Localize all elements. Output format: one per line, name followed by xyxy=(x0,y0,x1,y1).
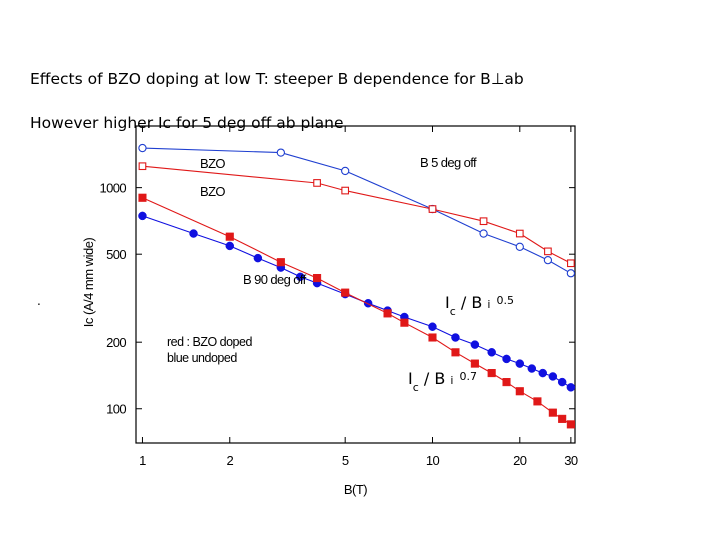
data-point xyxy=(451,348,460,357)
annotation-b90-deg-off: B 90 deg off xyxy=(243,272,307,287)
data-point xyxy=(567,259,575,268)
y-axis-title: Ic (A/4 mm wide) xyxy=(81,238,96,328)
data-point xyxy=(428,322,437,331)
data-point xyxy=(470,340,480,349)
data-point xyxy=(515,387,524,396)
formula-lower-sub: c xyxy=(413,381,419,394)
annotation-bzo-mid: BZO xyxy=(200,184,225,199)
series-line xyxy=(142,197,572,425)
data-point xyxy=(566,420,575,429)
data-point xyxy=(341,186,350,195)
data-point xyxy=(543,255,553,265)
data-point xyxy=(548,408,557,417)
data-point xyxy=(296,272,305,282)
data-point xyxy=(138,211,147,221)
data-point xyxy=(544,247,552,256)
formula-lower: Ic / B i 0.7 xyxy=(408,369,477,394)
data-point xyxy=(225,241,235,251)
plot-frame-group xyxy=(135,125,576,444)
data-point xyxy=(487,348,496,357)
formula-upper-exp: 0.5 xyxy=(496,294,514,307)
y-tick-label: 100 xyxy=(106,402,126,417)
data-point xyxy=(451,333,460,342)
formula-upper-sub: c xyxy=(450,305,456,318)
data-point xyxy=(487,369,496,378)
data-point xyxy=(548,372,558,381)
data-point xyxy=(515,229,524,238)
data-point xyxy=(363,299,373,308)
data-point xyxy=(557,377,567,387)
formula-upper: Ic / B i 0.5 xyxy=(445,293,514,318)
formula-lower-main: I xyxy=(408,369,413,388)
data-point xyxy=(383,309,392,318)
legend-line-blue: blue undoped xyxy=(167,351,237,365)
x-tick-label: 30 xyxy=(564,453,578,468)
series-1 xyxy=(138,162,575,268)
data-point xyxy=(566,269,576,278)
x-axis-title: B(T) xyxy=(344,482,367,497)
annotation-bzo-top: BZO xyxy=(200,156,225,171)
plot-frame xyxy=(135,125,576,444)
data-point xyxy=(527,364,537,373)
tick-group: 1 2 5 10 20 30 100 200 500 1000 B(T) Ic (A/4 mm wid… xyxy=(81,126,578,497)
data-point xyxy=(138,143,147,153)
y-tick-label: 200 xyxy=(106,335,126,350)
data-point xyxy=(313,179,321,187)
title-line-1: Effects of BZO doping at low T: steeper … xyxy=(30,70,524,88)
data-point xyxy=(428,333,437,342)
data-point xyxy=(138,162,147,171)
data-point xyxy=(189,229,198,238)
data-point xyxy=(276,258,285,267)
data-point xyxy=(479,229,488,238)
x-tick-label: 2 xyxy=(226,453,233,468)
title-line-2: However higher Ic for 5 deg off ab plane xyxy=(30,114,344,132)
data-point xyxy=(533,397,542,406)
series-line xyxy=(142,165,572,264)
data-point xyxy=(276,148,285,157)
data-point xyxy=(225,232,234,241)
series-2 xyxy=(138,211,576,392)
data-point xyxy=(558,414,567,423)
formula-lower-exp: 0.7 xyxy=(459,370,477,383)
legend-line-red: red : BZO doped xyxy=(167,335,252,349)
annotation-b5-deg-off: B 5 deg off xyxy=(420,155,477,170)
formula-upper-approx: i xyxy=(487,298,490,311)
series-line xyxy=(142,215,572,388)
data-point xyxy=(400,318,409,327)
data-point xyxy=(515,242,524,251)
data-point xyxy=(253,253,263,263)
x-tick-label: 5 xyxy=(342,453,349,468)
data-point xyxy=(313,274,322,283)
formula-lower-approx: i xyxy=(450,374,453,387)
x-tick-label: 20 xyxy=(513,453,527,468)
data-point xyxy=(538,368,548,378)
y-tick-label: 500 xyxy=(106,247,126,262)
series-group xyxy=(138,143,576,429)
annotation-group: BZO BZO B 5 deg off B 90 deg off red : B… xyxy=(167,155,514,394)
data-point xyxy=(341,288,350,297)
data-point xyxy=(502,378,511,387)
series-line xyxy=(142,147,572,274)
y-tick-label: 1000 xyxy=(99,181,126,196)
x-tick-label: 1 xyxy=(139,453,146,468)
formula-upper-rest: / B xyxy=(456,293,488,312)
data-point xyxy=(470,359,479,368)
data-point xyxy=(138,193,147,202)
stray-mark: . xyxy=(37,294,41,308)
data-point xyxy=(341,166,350,176)
data-point xyxy=(566,383,576,392)
data-point xyxy=(479,217,488,226)
series-3 xyxy=(138,193,575,429)
data-point xyxy=(428,205,437,213)
formula-upper-main: I xyxy=(445,293,450,312)
x-tick-label: 10 xyxy=(426,453,440,468)
data-point xyxy=(502,354,511,364)
data-point xyxy=(515,359,525,368)
slide-title: Effects of BZO doping at low T: steeper … xyxy=(30,46,670,156)
formula-lower-rest: / B xyxy=(419,369,451,388)
